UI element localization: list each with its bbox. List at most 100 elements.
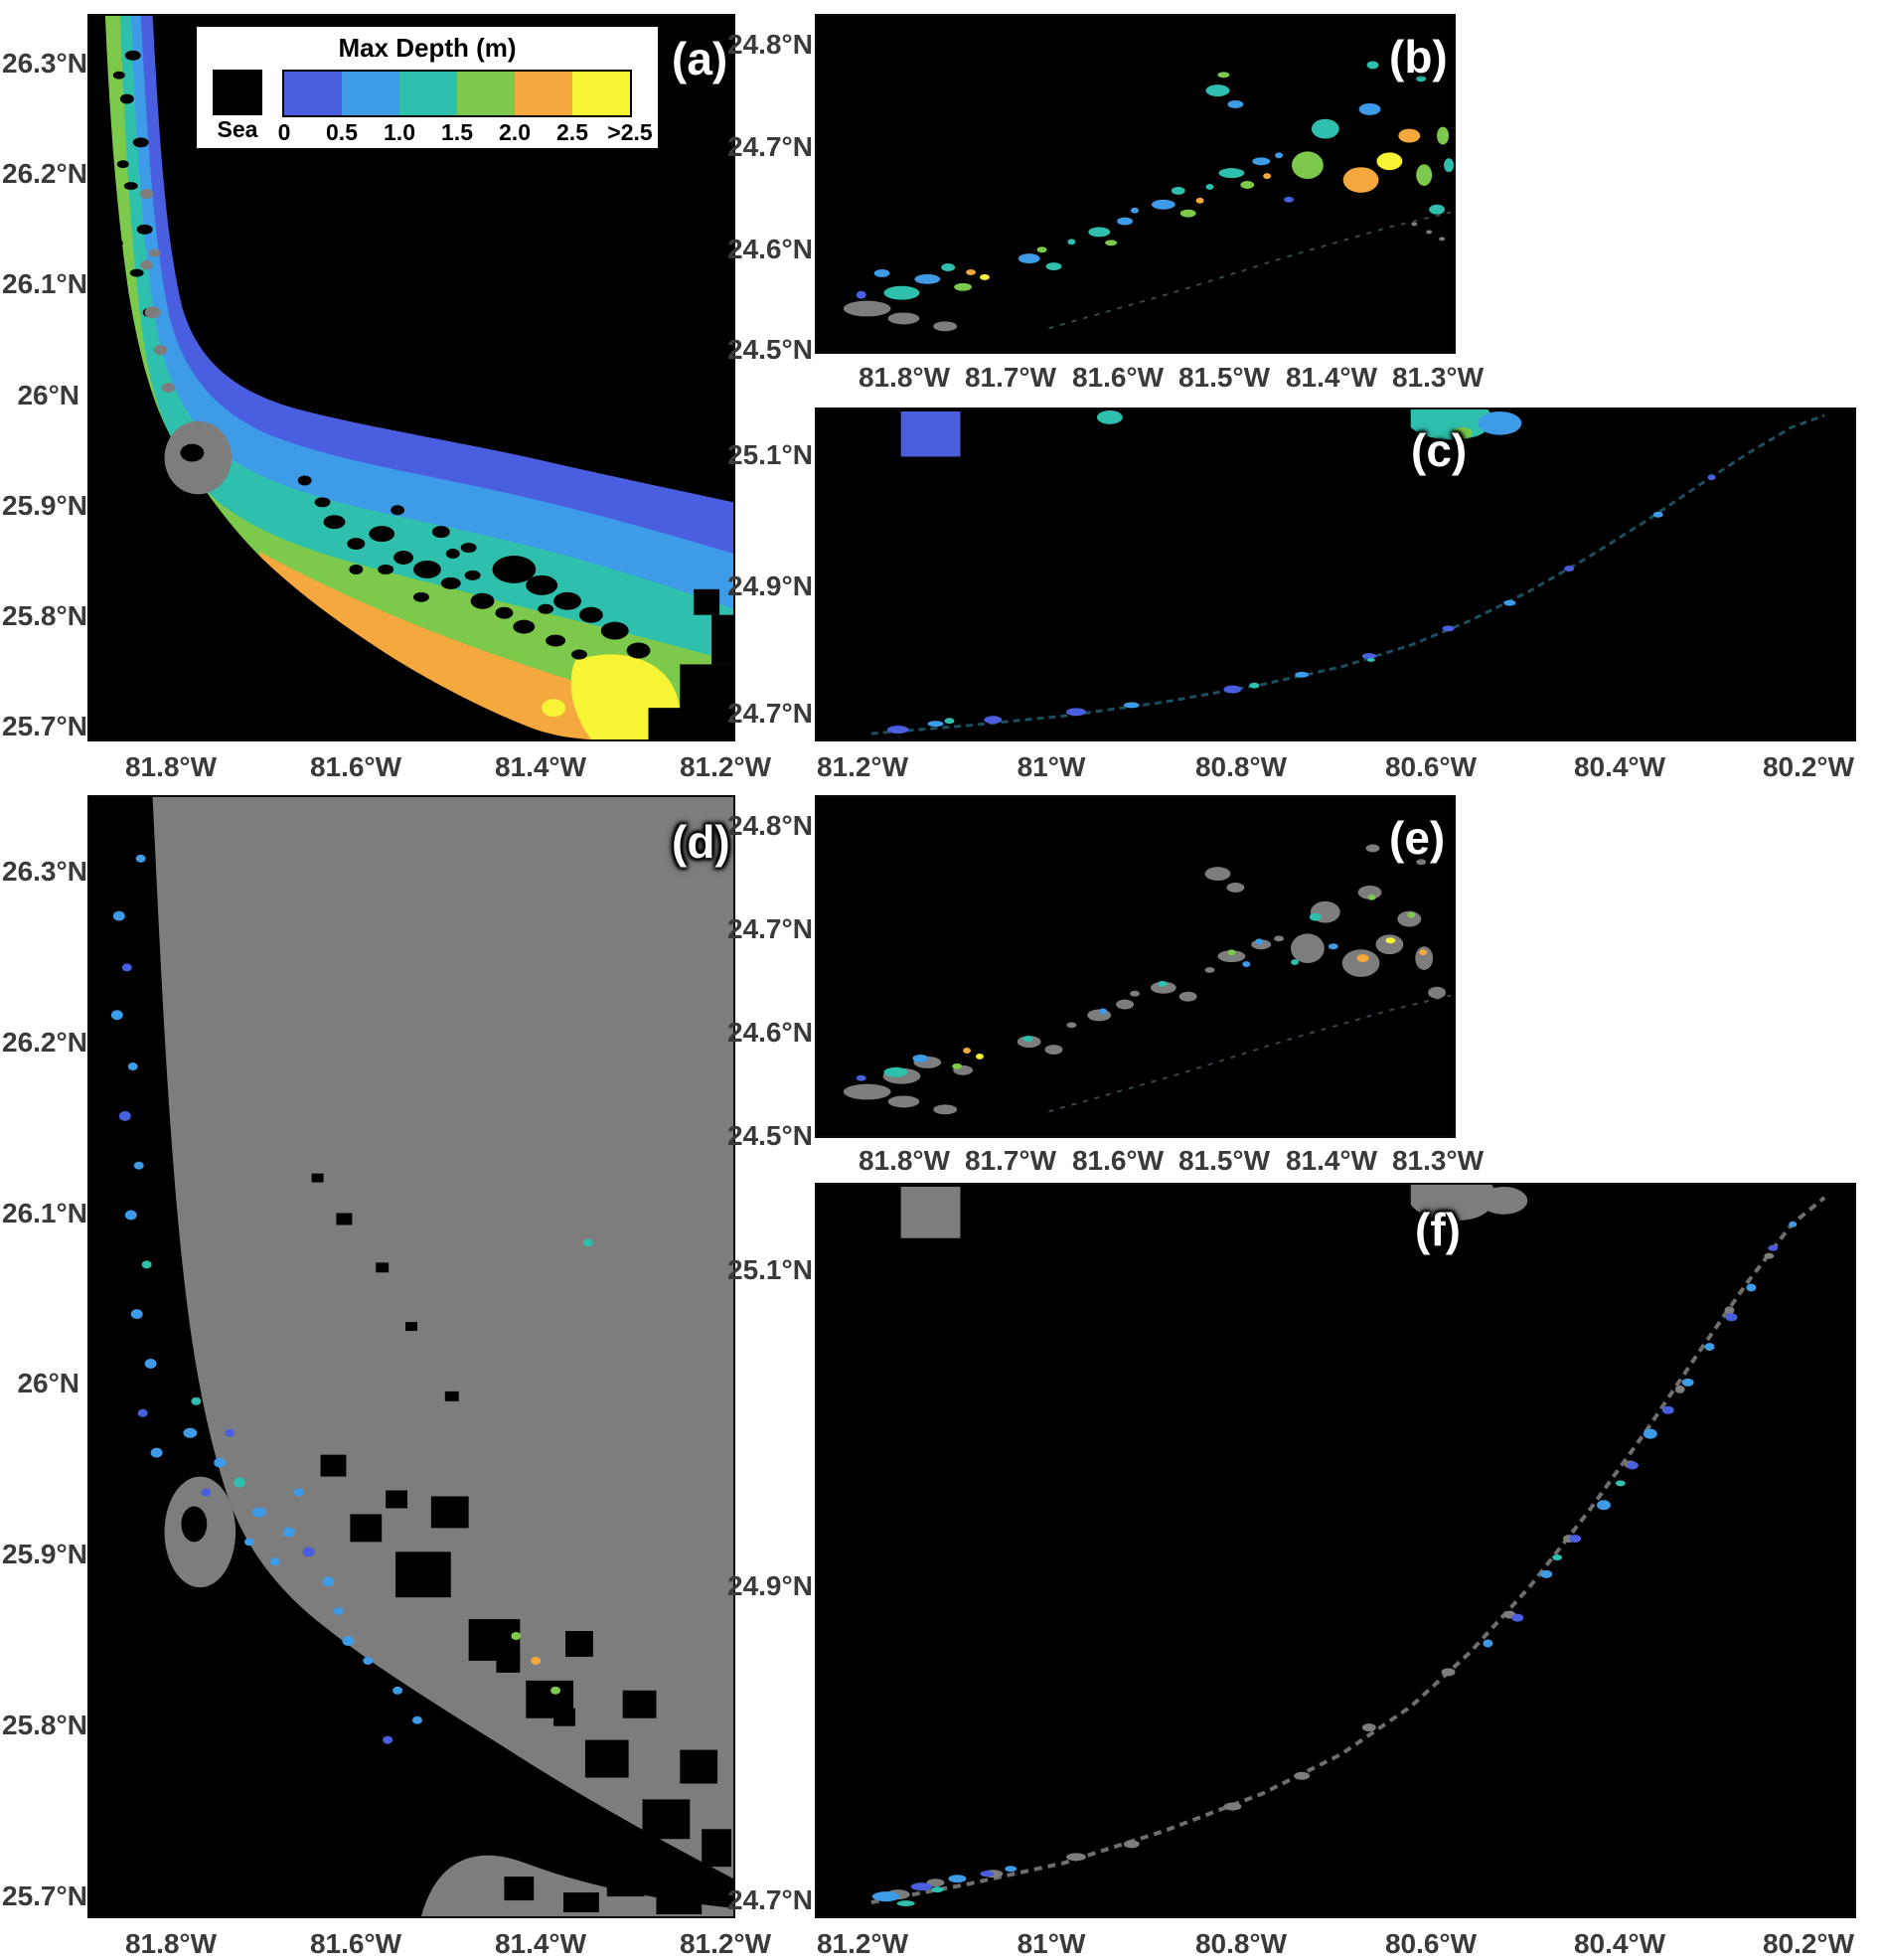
tick-label: 81.8°W [124, 751, 218, 782]
legend-swatch-3 [457, 72, 515, 115]
panel-e-map: (e) [815, 795, 1456, 1138]
panel-b-label: (b) [1389, 31, 1448, 82]
tick-label: 80.4°W [1573, 751, 1666, 782]
observation-points [871, 1221, 1798, 1907]
tick-label: 81.6°W [309, 751, 402, 782]
tick-label: 26.3°N [2, 856, 87, 887]
map-f-raster [817, 1185, 1854, 1916]
tick-label: 24.8°N [727, 810, 813, 841]
tick-label: 80.4°W [1573, 1928, 1666, 1959]
tick-label: 25.9°N [2, 490, 87, 521]
tick-label: 80.8°W [1194, 1928, 1288, 1959]
tick-label: 81.2°W [679, 1928, 772, 1959]
legend-swatch-1 [342, 72, 399, 115]
tick-label: 81.8°W [858, 1145, 951, 1176]
observation-points [856, 894, 1428, 1081]
observation-points [110, 854, 593, 1744]
legend-colorbar [282, 70, 632, 117]
keys-chain [870, 413, 1825, 735]
legend-swatch-2 [399, 72, 457, 115]
map-e-raster [817, 797, 1454, 1136]
tick-label: 81.3°W [1391, 362, 1485, 393]
grid-cell-flood [900, 410, 961, 457]
map-d-raster [89, 797, 733, 1916]
panel-c-map: (c) [815, 408, 1856, 741]
legend-sea-swatch [213, 70, 262, 115]
tick-label: 25.8°N [2, 600, 87, 631]
panel-f-map: (f) [815, 1183, 1856, 1918]
tick-label: 25.1°N [727, 439, 813, 470]
legend-tick-row: 0 0.5 1.0 1.5 2.0 2.5 >2.5 [278, 117, 653, 145]
tick-label: 81.7°W [964, 1145, 1057, 1176]
tick-label: 24.5°N [727, 334, 813, 365]
legend-tick: 2.0 [499, 119, 531, 145]
legend-tick: 2.5 [556, 119, 588, 145]
panel-d-map: (d) [87, 795, 735, 1918]
gulf-of-mexico [89, 16, 589, 739]
panel-a-label: (a) [672, 33, 728, 84]
tick-label: 81.4°W [1285, 1145, 1378, 1176]
panel-a-map: (a) Max Depth (m) Sea [87, 14, 735, 741]
tick-label: 24.9°N [727, 571, 813, 601]
tick-label: 25.8°N [2, 1710, 87, 1740]
tick-label: 24.6°N [727, 1017, 813, 1048]
tick-label: 81.4°W [1285, 362, 1378, 393]
tick-label: 25.7°N [2, 711, 87, 741]
land-islets [139, 189, 233, 495]
tick-label: 25.1°N [727, 1254, 813, 1285]
tick-label: 80.2°W [1762, 751, 1855, 782]
tick-label: 24.7°N [727, 698, 813, 729]
tick-label: 81.4°W [494, 751, 587, 782]
land-islets [164, 1476, 236, 1588]
panel-c-label: (c) [1411, 424, 1468, 476]
tick-label: 80.6°W [1384, 1928, 1478, 1959]
tick-label: 26.1°N [2, 268, 87, 299]
tick-label: 80.8°W [1194, 751, 1288, 782]
grid-cell-land [900, 1186, 961, 1238]
tick-label: 24.6°N [727, 234, 813, 264]
tick-label: 81.8°W [124, 1928, 218, 1959]
legend-tick: 1.0 [384, 119, 415, 145]
tick-label: 81.7°W [964, 362, 1057, 393]
lower-keys-flood [843, 54, 1454, 332]
keys-flood-segments [886, 474, 1716, 735]
tick-label: 80.6°W [1384, 751, 1478, 782]
tick-label: 81.6°W [309, 1928, 402, 1959]
tick-label: 81.5°W [1177, 1145, 1271, 1176]
legend-swatch-4 [515, 72, 572, 115]
tick-label: 26.3°N [2, 48, 87, 79]
tick-label: 24.7°N [727, 913, 813, 944]
tick-label: 81.2°W [816, 1928, 909, 1959]
tick-label: 80.2°W [1762, 1928, 1855, 1959]
legend-tick: 1.5 [441, 119, 473, 145]
tick-label: 25.7°N [2, 1880, 87, 1911]
tick-label: 26°N [17, 1368, 79, 1398]
tick-label: 24.7°N [727, 131, 813, 162]
tick-label: 25.9°N [2, 1539, 87, 1569]
tick-label: 81.2°W [679, 751, 772, 782]
tick-label: 26.1°N [2, 1198, 87, 1228]
tick-label: 24.7°N [727, 1884, 813, 1915]
tick-label: 26.2°N [2, 158, 87, 189]
model-domain-land [152, 797, 733, 1879]
non-flooded-patches [311, 1173, 732, 1915]
legend-swatch-0 [284, 72, 342, 115]
tick-label: 24.8°N [727, 29, 813, 60]
panel-b-map: (b) [815, 14, 1456, 354]
tick-label: 81.3°W [1391, 1145, 1485, 1176]
tick-label: 81.6°W [1071, 362, 1165, 393]
tick-label: 81.6°W [1071, 1145, 1165, 1176]
panel-e-label: (e) [1389, 812, 1446, 864]
map-b-raster [817, 16, 1454, 352]
tick-label: 81.2°W [816, 751, 909, 782]
depth-legend: Max Depth (m) Sea 0 [194, 24, 661, 151]
tick-label: 24.9°N [727, 1570, 813, 1601]
tick-label: 26.2°N [2, 1027, 87, 1058]
tick-label: 26°N [17, 380, 79, 410]
tick-label: 24.5°N [727, 1120, 813, 1151]
legend-swatch-5 [572, 72, 630, 115]
legend-sea-label: Sea [217, 116, 258, 142]
panel-d-label: (d) [672, 816, 730, 868]
legend-title: Max Depth (m) [338, 33, 517, 63]
